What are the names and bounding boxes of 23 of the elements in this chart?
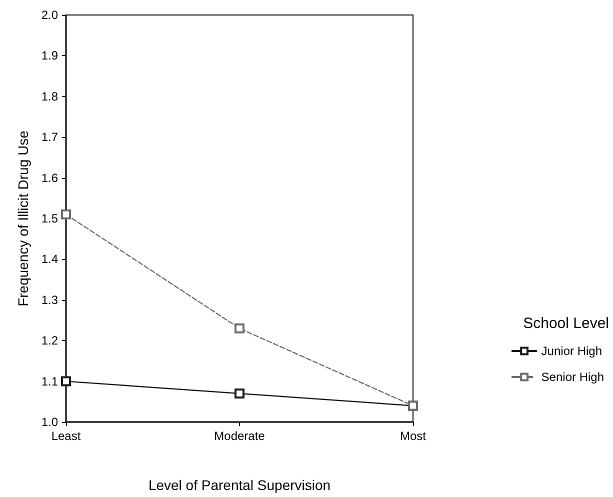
y-tick-label: 1.7 [41,130,58,144]
legend-label: Senior High [541,370,604,384]
y-axis-title: Frequency of Illicit Drug Use [15,130,31,306]
point [61,209,71,220]
y-tick-label: 1.8 [41,89,58,104]
y-tick-label: 1.9 [41,48,58,63]
y-tick-label: 2.0 [41,8,58,22]
y-tick-label: 1.0 [41,415,58,429]
y-tick-label: 1.6 [41,170,58,185]
x-tick-label: Moderate [214,429,266,443]
legend-label: Junior High [541,344,602,358]
point [234,388,244,399]
legend-title: School Level [523,315,610,332]
point [61,376,71,386]
y-tick-label: 1.3 [41,292,58,307]
y-tick-label: 1.5 [41,212,58,226]
x-tick-label: Most [400,429,427,443]
point [234,323,244,334]
y-tick-label: 1.2 [41,334,58,348]
y-tick-label: 1.4 [41,252,58,266]
x-tick-label: Least [51,429,82,443]
y-tick-label: 1.1 [41,374,58,388]
x-axis-title: Level of Parental Supervision [148,477,331,493]
